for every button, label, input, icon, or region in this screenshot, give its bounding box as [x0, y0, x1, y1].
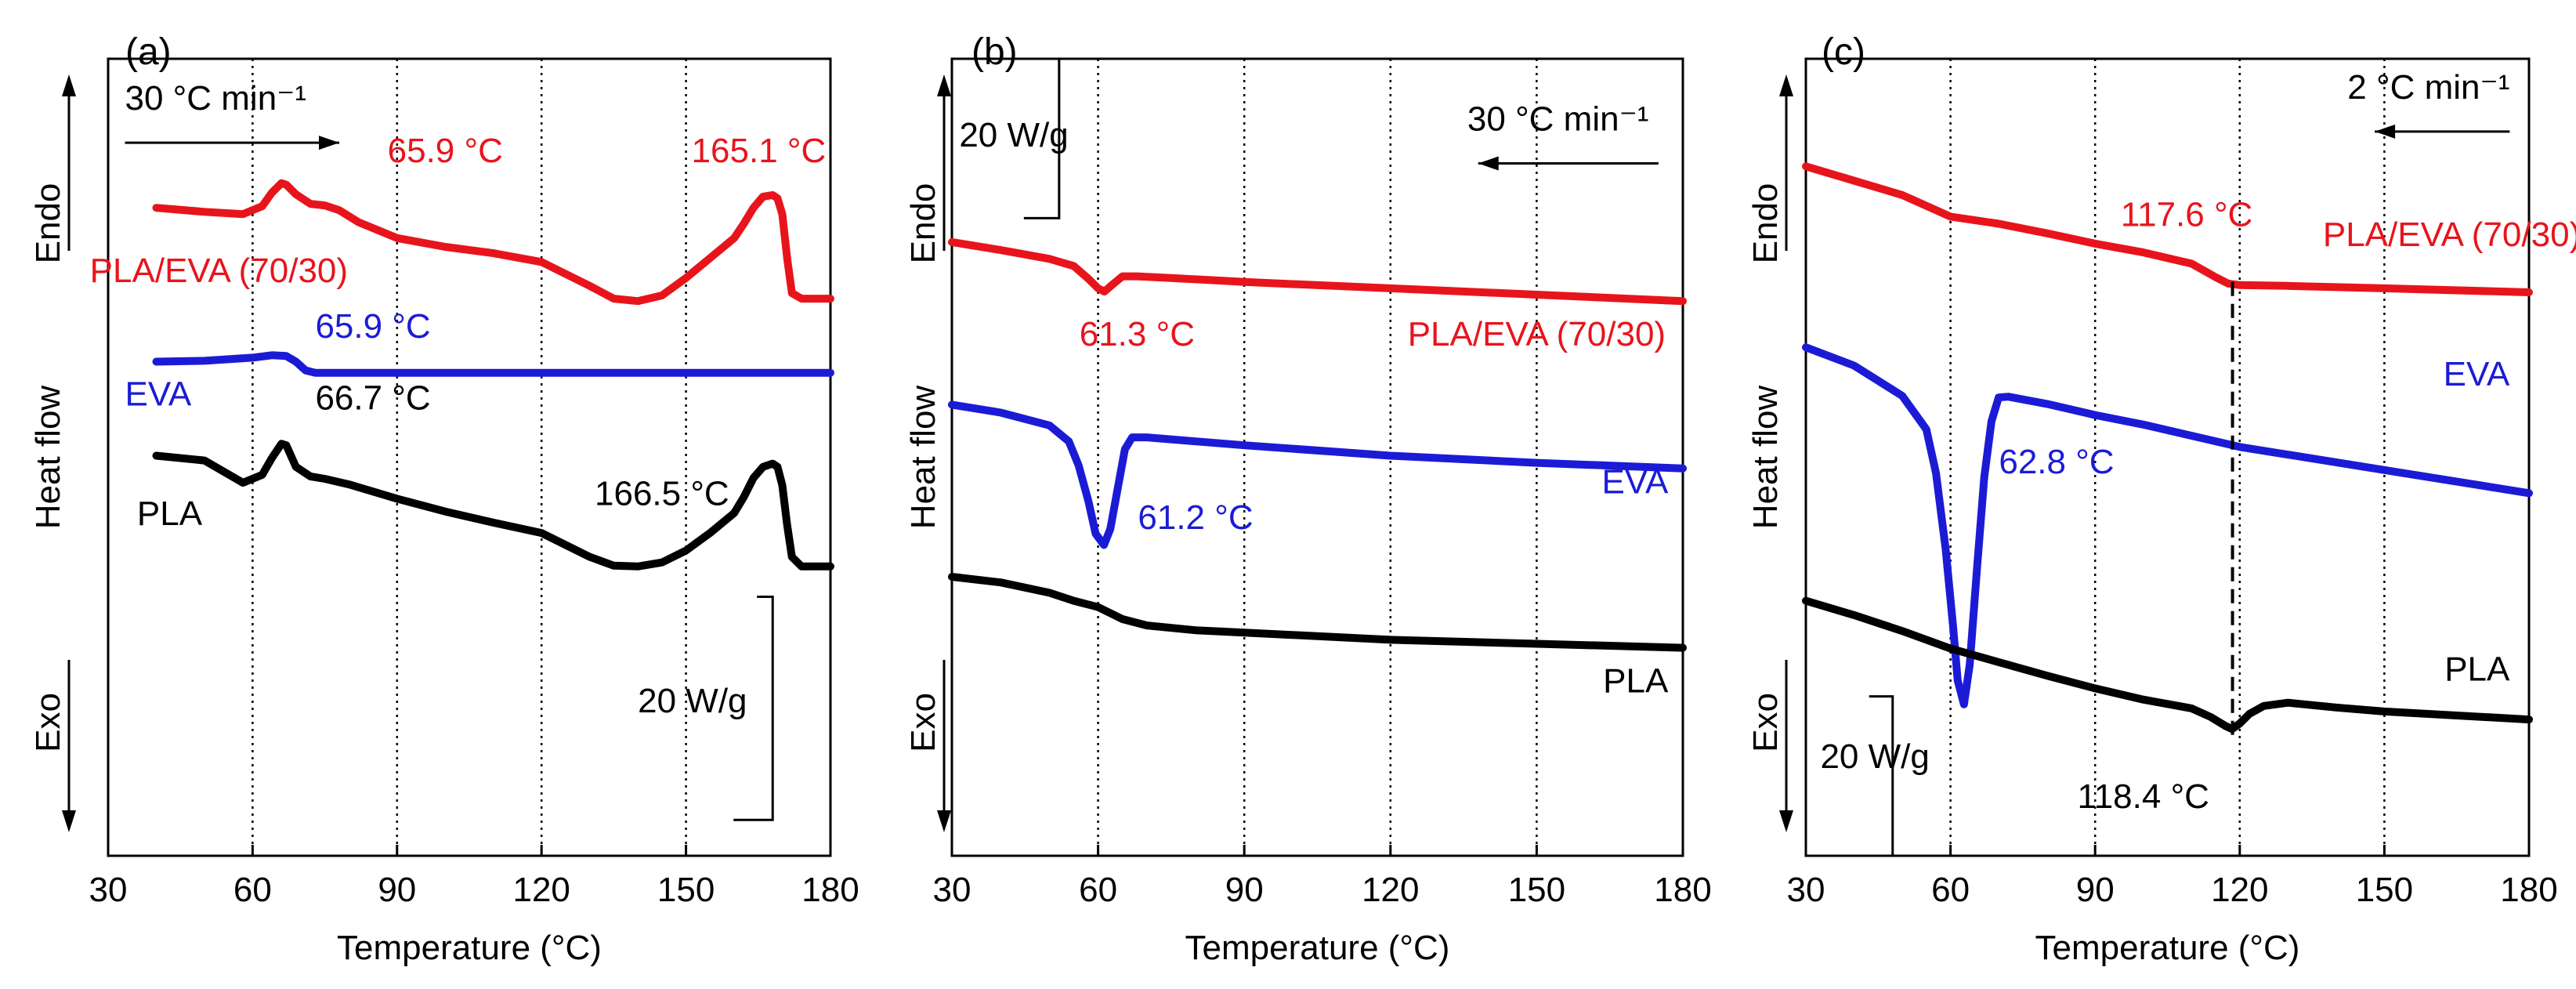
series-label: PLA [2444, 650, 2510, 688]
x-tick-label: 60 [1079, 871, 1117, 909]
scale-bar [1023, 57, 1061, 219]
peak-annotation: 62.8 °C [1999, 443, 2114, 481]
x-tick-label: 90 [2076, 871, 2115, 909]
series-line-eva [1802, 343, 2533, 708]
rate-indicator: 30 °C min⁻¹ [1467, 100, 1659, 171]
series-line-pla [948, 573, 1687, 652]
series-label: EVA [1602, 462, 1669, 501]
y-exo-label: Exo [904, 693, 942, 752]
panel-b: (b) 30 60 90 120 150 180 Temperature (°C) Endo He… [904, 31, 1712, 967]
scale-bar [1869, 695, 1894, 856]
peak-annotation: 61.2 °C [1138, 498, 1253, 537]
rate-label: 30 °C min⁻¹ [125, 79, 307, 118]
x-tick-label: 90 [1225, 871, 1264, 909]
x-tick-label: 180 [801, 871, 859, 909]
y-endo-label: Endo [1746, 183, 1785, 264]
rate-indicator: 30 °C min⁻¹ [125, 79, 340, 150]
series-label: PLA/EVA (70/30) [2323, 216, 2576, 254]
series-line-eva [948, 400, 1687, 549]
x-tick-label: 120 [1362, 871, 1419, 909]
series-line-pla [152, 440, 834, 571]
x-tick-label: 90 [378, 871, 416, 909]
panel-label: (c) [1822, 31, 1865, 73]
y-exo-label: Exo [29, 693, 67, 752]
scale-bar-label: 20 W/g [638, 682, 747, 720]
panel-c: (c) 30 60 90 120 150 180 Temperature (°C) Endo He… [1746, 31, 2576, 967]
x-axis-title: Temperature (°C) [2035, 929, 2300, 967]
x-axis-title: Temperature (°C) [1185, 929, 1450, 967]
endo-arrow-head [62, 74, 76, 96]
exo-arrow-head [937, 810, 951, 832]
series-line-pla [1802, 596, 2533, 734]
series-line-eva [152, 351, 834, 377]
peak-annotation: 117.6 °C [2121, 196, 2252, 234]
series-label: EVA [2444, 355, 2510, 393]
x-axis-title: Temperature (°C) [337, 929, 602, 967]
scale-bar-label: 20 W/g [959, 116, 1068, 154]
y-axis-title: Heat flow [29, 386, 67, 530]
endo-arrow-head [937, 74, 951, 96]
series-line-pla-eva- [1802, 162, 2533, 296]
rate-arrow-head [2375, 124, 2396, 139]
peak-annotation: 165.1 °C [692, 132, 827, 170]
y-axis-title: Heat flow [1746, 386, 1785, 530]
x-tick-label: 60 [233, 871, 272, 909]
plot-frame [1804, 57, 2531, 857]
x-tick-label: 150 [657, 871, 715, 909]
series-label: EVA [125, 375, 192, 413]
x-tick-label: 30 [89, 871, 128, 909]
peak-annotation: 65.9 °C [388, 132, 503, 170]
peak-annotation: 61.3 °C [1080, 315, 1195, 353]
scale-bar-label: 20 W/g [1820, 737, 1929, 776]
exo-arrow-head [1779, 810, 1793, 832]
y-endo-label: Endo [904, 183, 942, 264]
y-axis-title: Heat flow [904, 386, 942, 530]
x-tick-label: 60 [1931, 871, 1970, 909]
rate-label: 2 °C min⁻¹ [2347, 68, 2509, 107]
x-tick-label: 30 [1787, 871, 1825, 909]
x-tick-label: 30 [933, 871, 971, 909]
peak-annotation: 166.5 °C [595, 475, 729, 513]
panel-a: (a) 30 60 90 120 150 180 Temperature (°C) Endo He… [29, 31, 859, 967]
scale-bar [733, 595, 774, 821]
series-line-pla-eva- [948, 237, 1687, 306]
rate-label: 30 °C min⁻¹ [1467, 100, 1649, 139]
peak-annotation: 118.4 °C [2078, 777, 2209, 816]
rate-arrow-head [319, 136, 340, 150]
y-endo-label: Endo [29, 183, 67, 264]
series-label: PLA [137, 494, 203, 533]
peak-annotation: 66.7 °C [315, 379, 430, 417]
x-tick-label: 150 [1508, 871, 1565, 909]
series-label: PLA [1603, 662, 1669, 701]
series-line-pla-eva- [152, 179, 834, 306]
panel-label: (a) [125, 31, 172, 73]
x-tick-label: 180 [2500, 871, 2557, 909]
peak-annotation: 65.9 °C [315, 307, 430, 346]
plot-frame [107, 57, 832, 857]
plot-frame [950, 57, 1684, 857]
exo-arrow-head [62, 810, 76, 832]
x-tick-label: 120 [2211, 871, 2268, 909]
rate-indicator: 2 °C min⁻¹ [2347, 68, 2510, 139]
endo-arrow-head [1779, 74, 1793, 96]
panel-label: (b) [971, 31, 1018, 73]
x-tick-label: 120 [512, 871, 570, 909]
x-tick-label: 150 [2356, 871, 2413, 909]
x-tick-label: 180 [1654, 871, 1711, 909]
rate-arrow-head [1478, 156, 1499, 171]
series-label: PLA/EVA (70/30) [90, 252, 348, 290]
y-exo-label: Exo [1746, 693, 1785, 752]
series-label: PLA/EVA (70/30) [1408, 315, 1666, 353]
